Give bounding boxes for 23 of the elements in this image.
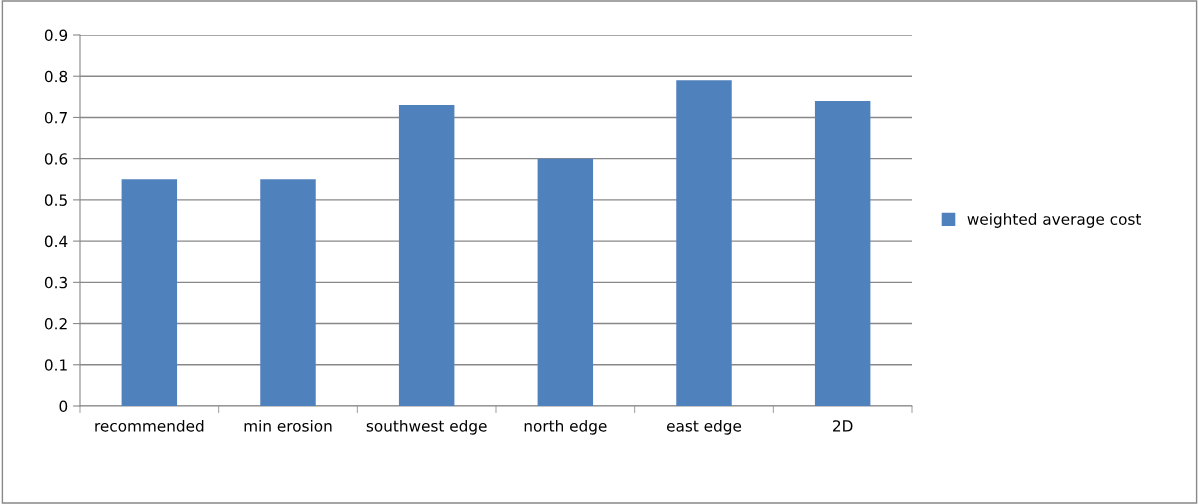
bar: [260, 179, 316, 406]
bar: [676, 80, 732, 406]
x-tick-label: east edge: [666, 419, 742, 435]
x-tick-label: southwest edge: [366, 419, 487, 435]
bar: [537, 158, 594, 406]
x-tick-label: min erosion: [244, 419, 332, 432]
x-tick-label: recommended: [95, 419, 204, 432]
y-tick-label: 0.7: [44, 111, 67, 124]
y-tick-label: 0.1: [44, 359, 67, 371]
x-tick-label: 2D: [833, 420, 853, 432]
x-tick-label: north edge: [524, 419, 607, 435]
y-tick-label: 0.6: [44, 153, 68, 165]
y-tick-label: 0.2: [44, 318, 67, 330]
y-tick-label: 0: [59, 400, 68, 413]
y-tick-label: 0.4: [44, 235, 68, 248]
bar: [121, 179, 178, 406]
bar: [398, 105, 455, 406]
bar: [814, 100, 871, 406]
y-tick-label: 0.8: [44, 70, 68, 83]
legend-label: weighted average cost: [967, 213, 1142, 228]
y-tick-label: 0.3: [44, 276, 67, 289]
y-tick-label: 0.5: [44, 194, 67, 206]
y-tick-label: 0.9: [44, 29, 68, 42]
